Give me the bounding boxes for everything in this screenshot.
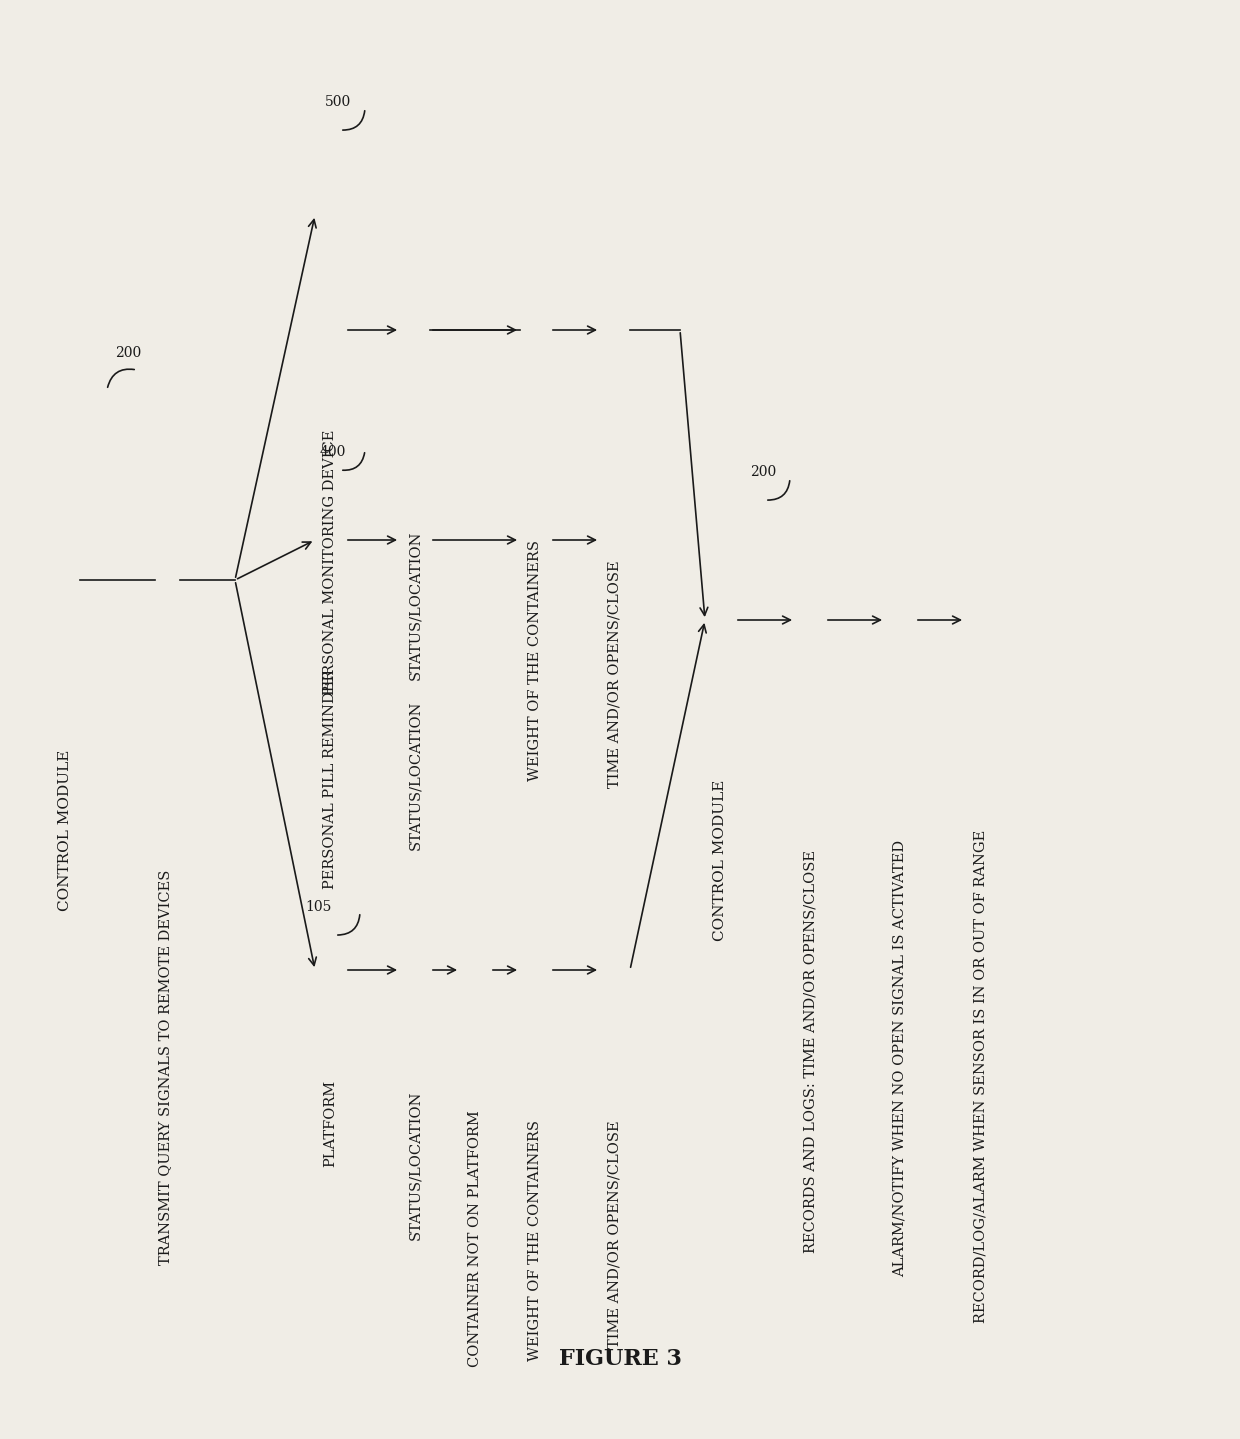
Text: PERSONAL MONITORING DEVICE: PERSONAL MONITORING DEVICE [322,430,337,695]
Text: WEIGHT OF THE CONTAINERS: WEIGHT OF THE CONTAINERS [528,1120,542,1361]
Text: RECORDS AND LOGS: TIME AND/OR OPENS/CLOSE: RECORDS AND LOGS: TIME AND/OR OPENS/CLOS… [804,850,817,1253]
Text: 105: 105 [305,899,331,914]
Text: RECORD/LOG/ALARM WHEN SENSOR IS IN OR OUT OF RANGE: RECORD/LOG/ALARM WHEN SENSOR IS IN OR OU… [973,830,987,1324]
Text: ALARM/NOTIFY WHEN NO OPEN SIGNAL IS ACTIVATED: ALARM/NOTIFY WHEN NO OPEN SIGNAL IS ACTI… [893,840,906,1278]
Text: STATUS/LOCATION: STATUS/LOCATION [408,530,422,679]
Text: FIGURE 3: FIGURE 3 [558,1348,682,1370]
Text: STATUS/LOCATION: STATUS/LOCATION [408,1089,422,1239]
Text: CONTROL MODULE: CONTROL MODULE [713,780,727,941]
Text: CONTROL MODULE: CONTROL MODULE [58,750,72,911]
Text: TIME AND/OR OPENS/CLOSE: TIME AND/OR OPENS/CLOSE [608,1120,622,1348]
Text: WEIGHT OF THE CONTAINERS: WEIGHT OF THE CONTAINERS [528,540,542,781]
Text: PERSONAL PILL REMINDER: PERSONAL PILL REMINDER [322,671,337,889]
Text: PLATFORM: PLATFORM [322,1081,337,1167]
Text: 500: 500 [325,95,351,109]
Text: STATUS/LOCATION: STATUS/LOCATION [408,699,422,849]
Text: TIME AND/OR OPENS/CLOSE: TIME AND/OR OPENS/CLOSE [608,560,622,787]
Text: TRANSMIT QUERY SIGNALS TO REMOTE DEVICES: TRANSMIT QUERY SIGNALS TO REMOTE DEVICES [157,871,172,1265]
Text: 200: 200 [115,345,141,360]
Text: 400: 400 [320,445,346,459]
Text: 200: 200 [750,465,776,479]
Text: CONTAINER NOT ON PLATFORM: CONTAINER NOT ON PLATFORM [467,1109,482,1367]
